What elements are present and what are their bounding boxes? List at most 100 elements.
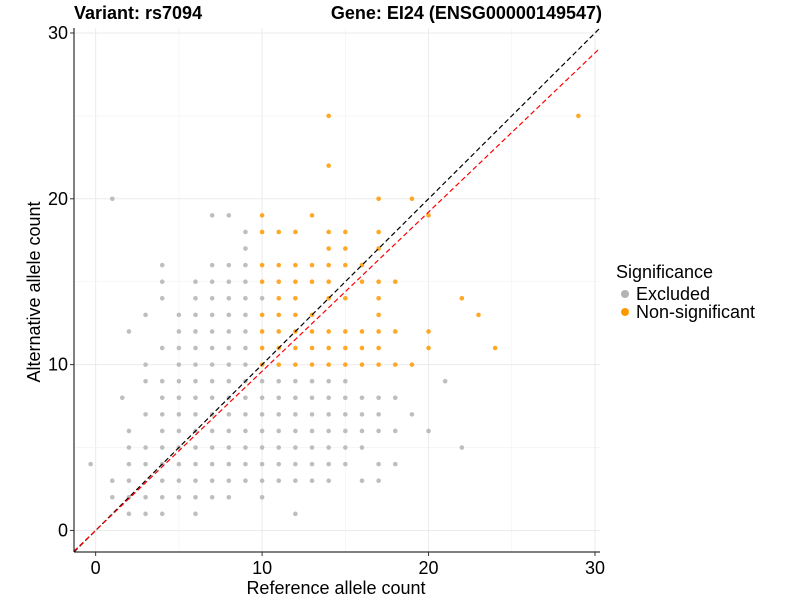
reference-line-identity (74, 28, 600, 552)
y-tick-label: 10 (48, 355, 68, 375)
y-tick-label: 30 (48, 23, 68, 43)
point-excluded (193, 362, 198, 367)
point-excluded (293, 395, 298, 401)
point-excluded (193, 312, 198, 318)
point-excluded (226, 262, 232, 268)
point-excluded (126, 329, 132, 334)
point-non-significant (409, 362, 415, 367)
y-tick-label: 0 (58, 520, 68, 540)
point-excluded (326, 478, 331, 483)
point-excluded (126, 478, 132, 483)
point-excluded (243, 412, 248, 417)
point-excluded (243, 445, 248, 450)
point-excluded (276, 461, 282, 467)
point-excluded (276, 428, 282, 434)
point-non-significant (376, 196, 381, 202)
point-excluded (226, 378, 232, 384)
point-non-significant (376, 345, 381, 351)
legend-label-excluded: Excluded (636, 283, 711, 304)
point-excluded (209, 445, 215, 450)
point-excluded (326, 395, 331, 401)
point-excluded (209, 312, 215, 318)
point-non-significant (359, 329, 365, 334)
point-excluded (209, 295, 215, 301)
point-non-significant (326, 362, 331, 367)
point-excluded (209, 494, 215, 500)
point-non-significant (276, 229, 282, 235)
point-excluded (276, 478, 282, 483)
point-excluded (426, 428, 431, 434)
point-excluded (243, 279, 248, 285)
point-non-significant (576, 113, 581, 119)
point-excluded (143, 378, 148, 384)
point-excluded (226, 412, 232, 417)
point-excluded (259, 461, 265, 467)
point-excluded (243, 229, 248, 235)
point-non-significant (326, 229, 331, 235)
point-non-significant (459, 295, 465, 301)
point-non-significant (359, 345, 365, 351)
point-non-significant (426, 329, 431, 334)
point-excluded (226, 445, 232, 450)
point-excluded (176, 461, 182, 467)
point-non-significant (343, 362, 348, 367)
point-excluded (293, 461, 298, 467)
point-non-significant (376, 362, 381, 367)
point-excluded (176, 329, 182, 334)
point-non-significant (476, 312, 481, 318)
point-non-significant (359, 362, 365, 367)
point-excluded (359, 428, 365, 434)
point-non-significant (426, 213, 431, 218)
point-non-significant (276, 329, 282, 334)
point-excluded (243, 312, 248, 318)
point-excluded (359, 478, 365, 483)
point-excluded (126, 445, 132, 450)
point-non-significant (309, 362, 315, 367)
point-excluded (176, 395, 182, 401)
point-excluded (409, 412, 415, 417)
point-excluded (326, 428, 331, 434)
point-non-significant (309, 345, 315, 351)
legend-item-excluded: Excluded (616, 283, 755, 304)
point-non-significant (343, 345, 348, 351)
point-excluded (143, 312, 148, 318)
point-non-significant (259, 229, 265, 235)
point-excluded (226, 494, 232, 500)
point-excluded (159, 395, 165, 401)
point-non-significant (293, 295, 298, 301)
point-non-significant (259, 329, 265, 334)
point-excluded (293, 412, 298, 417)
point-non-significant (293, 345, 298, 351)
point-excluded (159, 378, 165, 384)
point-non-significant (376, 295, 381, 301)
point-excluded (159, 295, 165, 301)
point-excluded (193, 345, 198, 351)
point-non-significant (259, 345, 265, 351)
point-excluded (309, 412, 315, 417)
axes: 0 10 20 30 0 10 20 30 (48, 23, 605, 578)
point-excluded (226, 461, 232, 467)
point-excluded (209, 395, 215, 401)
point-excluded (193, 461, 198, 467)
point-excluded (359, 445, 365, 450)
point-non-significant (326, 163, 331, 168)
reference-line-fit (74, 47, 600, 552)
point-excluded (293, 378, 298, 384)
point-excluded (343, 428, 348, 434)
point-excluded (309, 478, 315, 483)
point-excluded (326, 412, 331, 417)
point-non-significant (309, 262, 315, 268)
point-non-significant (376, 312, 381, 318)
point-excluded (326, 445, 331, 450)
x-tick-label: 20 (419, 558, 439, 578)
point-excluded (243, 345, 248, 351)
point-excluded (209, 345, 215, 351)
point-excluded (376, 461, 381, 467)
point-excluded (209, 279, 215, 285)
point-non-significant (326, 113, 331, 119)
point-non-significant (309, 213, 315, 218)
point-non-significant (409, 196, 415, 202)
point-excluded (243, 461, 248, 467)
point-excluded (276, 395, 282, 401)
point-non-significant (276, 312, 282, 318)
